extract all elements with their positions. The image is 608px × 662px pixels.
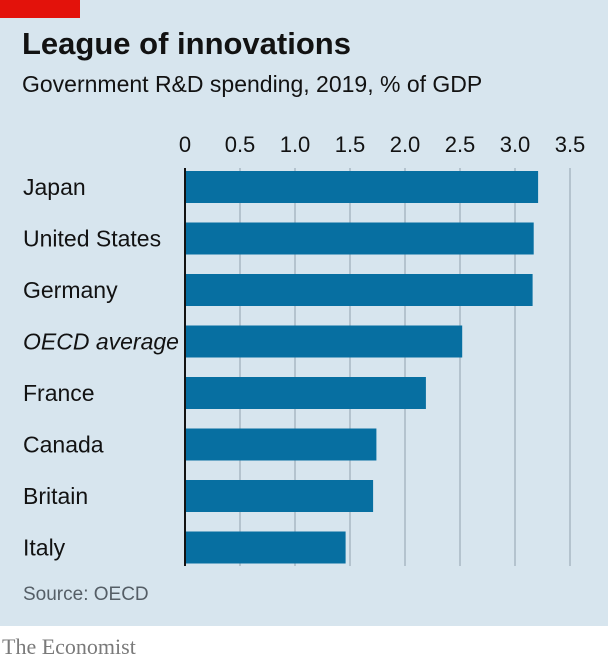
bar xyxy=(185,377,426,409)
category-label: Germany xyxy=(23,277,118,303)
category-label: Japan xyxy=(23,174,86,200)
category-labels: Japan United States Germany OECD average Fra… xyxy=(23,174,179,561)
bars xyxy=(185,171,539,564)
category-label: Italy xyxy=(23,535,66,561)
x-tick-label: 3.5 xyxy=(555,132,586,157)
x-tick-label: 3.0 xyxy=(500,132,531,157)
bar xyxy=(185,531,346,564)
chart-subtitle: Government R&D spending, 2019, % of GDP xyxy=(22,71,483,97)
tick-labels: 0 0.5 1.0 1.5 2.0 2.5 3.0 3.5 xyxy=(179,132,585,157)
x-tick-label: 0 xyxy=(179,132,191,157)
x-tick-label: 2.0 xyxy=(390,132,421,157)
chart-panel xyxy=(0,0,608,626)
brand-red-tag xyxy=(0,0,80,18)
x-tick-label: 1.0 xyxy=(280,132,311,157)
x-tick-label: 0.5 xyxy=(225,132,256,157)
source-note: Source: OECD xyxy=(23,584,149,605)
bar-chart: Japan United States Germany OECD average Fra… xyxy=(23,132,585,566)
bar xyxy=(185,222,534,255)
category-label: France xyxy=(23,380,95,406)
category-label: Canada xyxy=(23,432,104,458)
x-tick-label: 1.5 xyxy=(335,132,366,157)
bar xyxy=(185,171,539,203)
bar xyxy=(185,480,374,512)
bar xyxy=(185,274,533,306)
bar xyxy=(185,325,463,358)
chart-title: League of innovations xyxy=(22,26,351,61)
category-label: OECD average xyxy=(23,329,179,355)
category-label: Britain xyxy=(23,483,88,509)
publisher-brand: The Economist xyxy=(2,634,136,659)
category-label: United States xyxy=(23,226,161,252)
bar xyxy=(185,428,377,461)
x-tick-label: 2.5 xyxy=(445,132,476,157)
